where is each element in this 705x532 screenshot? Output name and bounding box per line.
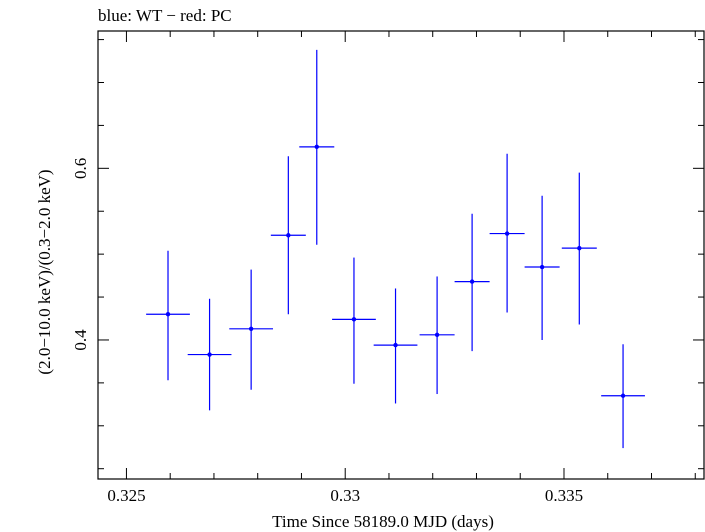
x-tick-label: 0.33 [330,486,360,505]
data-point-group [561,172,597,325]
data-point [165,312,171,317]
data-point [504,231,510,236]
x-axis-ticks: 0.325 0.33 0.335 [107,31,696,505]
x-tick-label: 0.325 [107,486,145,505]
y-axis-ticks: 0.4 0.6 [71,39,704,470]
series-layer [146,49,645,449]
data-point-group [187,298,232,411]
data-point-group [299,49,335,245]
data-point [207,352,212,357]
data-point [248,326,254,332]
data-point [577,245,582,251]
data-point-group [373,288,418,404]
y-axis-title: (2.0−10.0 keV)/(0.3−2.0 keV) [35,169,54,374]
data-point [286,233,291,238]
y-tick-label: 0.6 [71,158,90,179]
data-point-group [601,344,645,449]
data-point-group [332,257,376,384]
data-point [620,393,626,398]
data-point [314,144,319,150]
data-point [469,279,475,284]
plot-frame [97,30,705,480]
data-point-group [229,269,274,390]
x-tick-label: 0.335 [545,486,583,505]
data-point-group [146,250,190,381]
data-point-group [489,153,525,313]
data-point-group [454,213,490,352]
x-axis-title: Time Since 58189.0 MJD (days) [272,512,494,531]
data-point [351,317,357,322]
data-point [393,342,398,348]
data-point-group [270,156,306,315]
y-tick-label: 0.4 [71,329,90,351]
data-point-group [419,276,455,395]
data-point [539,264,545,270]
data-point [434,332,440,338]
data-point-group [524,195,560,340]
chart-title: blue: WT − red: PC [98,6,232,25]
